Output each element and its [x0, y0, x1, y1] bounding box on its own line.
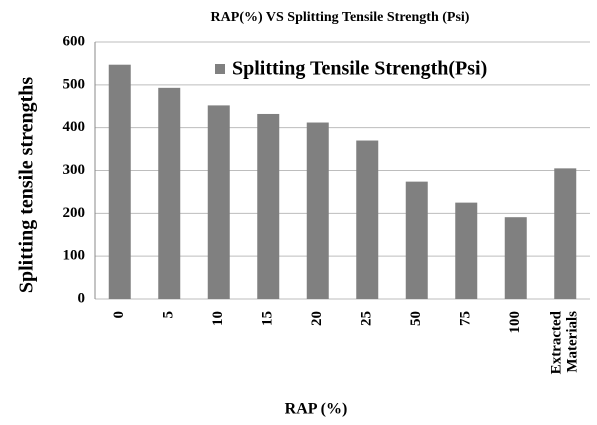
- bar: [405, 181, 428, 299]
- y-tick-label: 300: [63, 162, 86, 178]
- x-tick-label: 75: [458, 311, 474, 326]
- x-tick-label: 10: [210, 311, 226, 326]
- bar: [158, 87, 181, 299]
- y-tick-label: 400: [63, 119, 86, 135]
- bar: [504, 217, 527, 299]
- y-tick-label: 0: [78, 290, 86, 306]
- legend-swatch: [215, 64, 225, 74]
- chart-title: RAP(%) VS Splitting Tensile Strength (Ps…: [211, 10, 470, 25]
- y-tick-label: 600: [63, 33, 86, 49]
- y-tick-label: 200: [63, 205, 86, 221]
- x-tick-label: 0: [111, 311, 127, 319]
- x-tick-label: 25: [359, 311, 375, 326]
- bar: [207, 105, 230, 299]
- x-tick-label: 15: [260, 311, 276, 326]
- bar: [356, 140, 379, 299]
- bar: [306, 122, 329, 299]
- bar: [257, 113, 280, 300]
- x-tick-label: 50: [408, 311, 424, 326]
- x-axis-label: RAP (%): [285, 401, 348, 418]
- x-tick-label: ExtractedMaterials: [549, 310, 581, 374]
- y-tick-label: 100: [63, 248, 86, 264]
- x-tick-label: 20: [309, 311, 325, 326]
- x-tick-label: 5: [161, 311, 177, 319]
- bar: [554, 168, 577, 299]
- x-tick-label: 100: [507, 311, 523, 334]
- bar: [108, 64, 131, 300]
- bar: [455, 202, 478, 299]
- legend-label: Splitting Tensile Strength(Psi): [232, 58, 487, 80]
- y-tick-label: 500: [63, 76, 86, 92]
- y-axis-label: Splitting tensile strengths: [16, 77, 38, 294]
